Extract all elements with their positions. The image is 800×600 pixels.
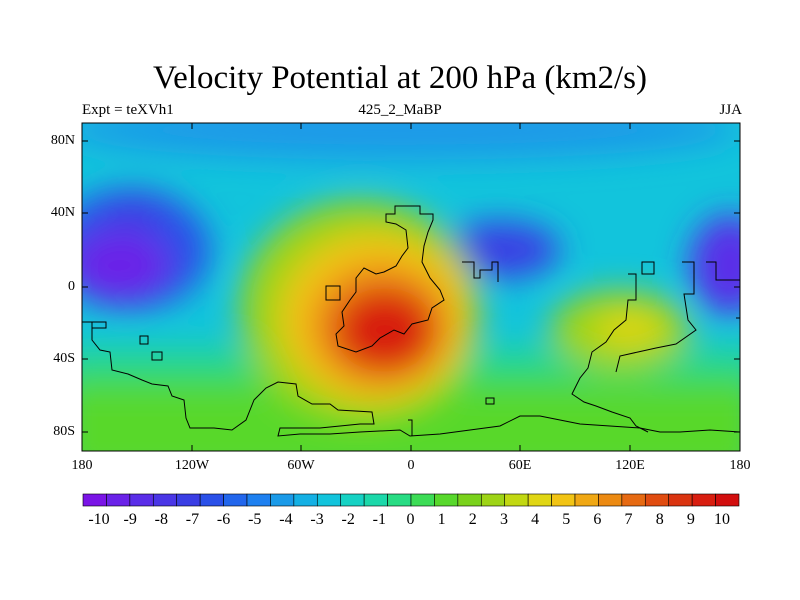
colorbar-label: -4	[279, 511, 292, 528]
colorbar-label: -9	[123, 511, 136, 528]
colorbar-label: 10	[714, 511, 730, 528]
colorbar-swatch	[129, 493, 154, 507]
colorbar-swatch	[504, 493, 529, 507]
season-label: JJA	[719, 102, 742, 118]
colorbar-label: -7	[186, 511, 199, 528]
colorbar-label: 7	[625, 511, 633, 528]
lon-label-60w: 60W	[287, 458, 315, 473]
colorbar-swatch	[246, 493, 271, 507]
colorbar-label: -8	[155, 511, 168, 528]
colorbar-label: -2	[342, 511, 355, 528]
colorbar-label: -10	[88, 511, 109, 528]
colorbar-label: 2	[469, 511, 477, 528]
experiment-label: Expt = teXVh1	[82, 102, 174, 118]
colorbar-swatch	[176, 493, 201, 507]
colorbar-swatch	[527, 493, 552, 507]
colorbar-swatch	[598, 493, 623, 507]
colorbar-swatch	[363, 493, 388, 507]
lon-label-180e: 180	[729, 458, 751, 473]
colorbar-swatch	[691, 493, 716, 507]
velocity-potential-field	[82, 123, 740, 451]
colorbar-swatch	[152, 493, 178, 507]
colorbar-swatch	[410, 493, 435, 507]
colorbar-swatch	[621, 493, 646, 507]
colorbar-swatch	[644, 493, 670, 507]
lat-label-80s: 80S	[53, 424, 75, 439]
colorbar-swatch	[480, 493, 506, 507]
colorbar-swatch	[223, 493, 248, 507]
colorbar-label: 0	[407, 511, 415, 528]
plot-title: Velocity Potential at 200 hPa (km2/s)	[152, 60, 648, 96]
colorbar-swatch	[574, 493, 599, 507]
colorbar-label: 1	[438, 511, 446, 528]
lon-label-180w: 180	[71, 458, 93, 473]
colorbar: -10 -9 -8 -7 -6 -5 -4 -3 -2 -1 0 1 2 3 4 5 6 7 8 9 10	[82, 493, 740, 528]
colorbar-swatch	[293, 493, 318, 507]
lon-label-120w: 120W	[174, 458, 210, 473]
colorbar-swatch	[106, 493, 131, 507]
colorbar-label: -5	[248, 511, 261, 528]
colorbar-label: 4	[531, 511, 539, 528]
colorbar-swatch	[551, 493, 576, 507]
colorbar-label: 3	[500, 511, 508, 528]
lat-label-eq: 0	[68, 279, 75, 294]
coastline-overlay	[82, 205, 740, 437]
colorbar-label: 9	[687, 511, 695, 528]
colorbar-label: -1	[373, 511, 386, 528]
lat-label-80n: 80N	[50, 133, 75, 148]
lat-label-40n: 40N	[50, 205, 75, 220]
colorbar-label: 5	[562, 511, 570, 528]
colorbar-swatch	[434, 493, 459, 507]
axis-ticks	[82, 123, 740, 451]
colorbar-swatch	[668, 493, 693, 507]
colorbar-label: -3	[310, 511, 323, 528]
lon-label-60e: 60E	[508, 458, 532, 473]
colorbar-swatch	[387, 493, 412, 507]
colorbar-swatch	[199, 493, 224, 507]
run-label: 425_2_MaBP	[358, 102, 442, 118]
lon-label-120e: 120E	[615, 458, 645, 473]
colorbar-swatch	[270, 493, 295, 507]
colorbar-label: -6	[217, 511, 230, 528]
colorbar-swatch	[715, 493, 740, 507]
colorbar-swatch	[316, 493, 342, 507]
lat-label-40s: 40S	[53, 351, 75, 366]
colorbar-swatch	[457, 493, 482, 507]
colorbar-swatch	[82, 493, 107, 507]
colorbar-swatch	[340, 493, 365, 507]
colorbar-label: 8	[656, 511, 664, 528]
colorbar-label: 6	[593, 511, 601, 528]
lon-label-0: 0	[407, 458, 415, 473]
